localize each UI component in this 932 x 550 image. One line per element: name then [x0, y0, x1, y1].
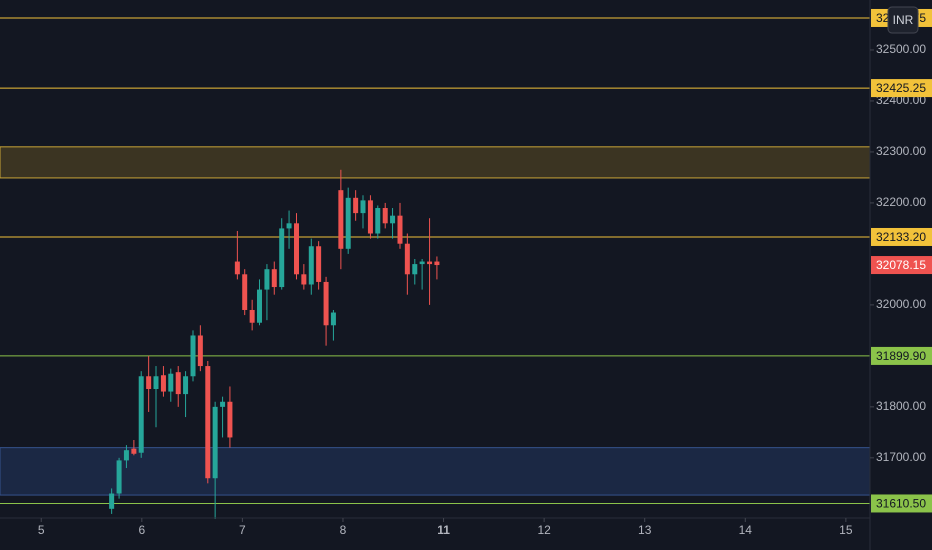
level-label: 32425.25 — [876, 81, 926, 95]
level-label-box — [871, 494, 932, 513]
candle-body — [249, 309, 255, 323]
zone — [0, 447, 871, 496]
level-label: 31610.50 — [876, 497, 926, 511]
candle-body — [175, 372, 181, 395]
candle-body — [330, 312, 336, 326]
candle-body — [397, 215, 403, 244]
level-label-box — [871, 227, 932, 246]
candle-body — [294, 223, 300, 275]
x-tick-label: 15 — [839, 523, 853, 537]
candle-body — [234, 261, 240, 275]
x-tick-label: 13 — [638, 523, 652, 537]
y-tick-label: 31700.00 — [876, 450, 926, 464]
candle-body — [168, 373, 174, 392]
candle-body — [412, 264, 418, 275]
candle-body — [242, 274, 248, 310]
candle-body — [345, 197, 351, 249]
candle-body — [308, 246, 314, 285]
candle-body — [301, 274, 307, 285]
candle-body — [382, 208, 388, 224]
candle-body — [264, 269, 270, 290]
candle-body — [183, 376, 189, 395]
candle-body — [271, 269, 277, 288]
candle-body — [220, 401, 226, 407]
level-label: 32133.20 — [876, 230, 926, 244]
currency-badge[interactable]: INR — [887, 6, 919, 34]
candle-body — [227, 401, 233, 438]
x-tick-label: 5 — [38, 523, 45, 537]
candle-body — [190, 335, 196, 377]
candle-body — [419, 261, 425, 265]
candle-body — [404, 243, 410, 275]
level-label-box — [871, 346, 932, 365]
candle-body — [256, 289, 262, 323]
candle-body — [375, 208, 381, 234]
candle-body — [390, 215, 396, 224]
candle-body — [153, 376, 159, 390]
x-tick-label: 6 — [138, 523, 145, 537]
last-price-box — [871, 256, 932, 275]
candle-body — [205, 366, 211, 479]
candle-body — [109, 493, 115, 509]
y-tick-label: 32500.00 — [876, 42, 926, 56]
x-tick-label: 14 — [739, 523, 753, 537]
badge-box — [887, 6, 919, 34]
candle-body — [338, 190, 344, 249]
candle-body — [212, 406, 218, 479]
candle-body — [367, 200, 373, 234]
last-price-label: 32078.15 — [876, 258, 926, 272]
candle-body — [197, 335, 203, 367]
x-tick-label: 8 — [340, 523, 347, 537]
candle-body — [427, 261, 433, 265]
y-tick-label: 31800.00 — [876, 399, 926, 413]
zone — [0, 146, 871, 179]
level-label-box — [871, 79, 932, 98]
candle-body — [116, 460, 122, 494]
candle-body — [131, 448, 137, 454]
x-tick-label: 12 — [537, 523, 551, 537]
candle-body — [434, 261, 440, 266]
candle-body — [160, 375, 166, 392]
level-label: 31899.90 — [876, 349, 926, 363]
candle-body — [360, 200, 366, 214]
candle-body — [279, 228, 285, 288]
candle-body — [323, 281, 329, 326]
candle-body — [138, 376, 144, 453]
candle-body — [316, 246, 322, 282]
candle-body — [286, 223, 292, 229]
candle-body — [353, 197, 359, 214]
candle-body — [146, 376, 152, 390]
x-tick-label: 7 — [239, 523, 246, 537]
y-tick-label: 32000.00 — [876, 297, 926, 311]
y-tick-label: 32200.00 — [876, 195, 926, 209]
currency-label: INR — [893, 13, 914, 27]
x-tick-label: 11 — [437, 523, 450, 537]
y-tick-label: 32300.00 — [876, 144, 926, 158]
candle-body — [123, 450, 129, 461]
